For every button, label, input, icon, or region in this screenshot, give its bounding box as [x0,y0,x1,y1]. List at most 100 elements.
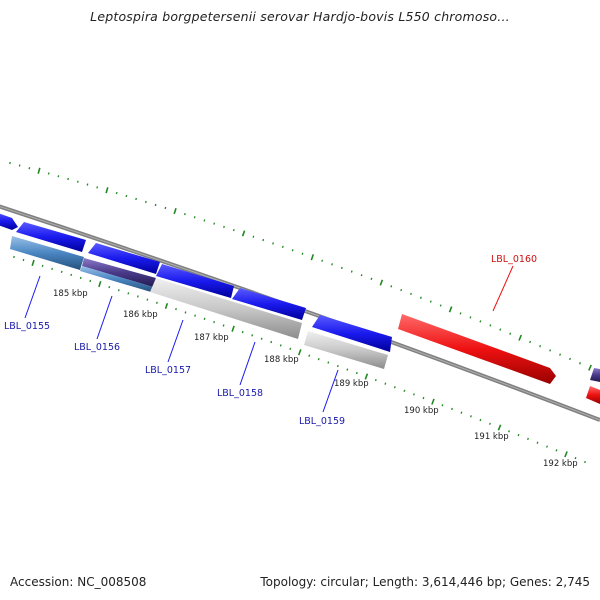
minor-tick [539,344,542,348]
minor-tick [222,324,225,327]
gene-arrow-lbl-0155[interactable] [16,222,86,252]
minor-tick [9,161,11,165]
gene-bar-steel-1[interactable] [10,236,84,270]
minor-tick [203,219,206,222]
minor-tick [489,324,492,327]
kbp-label: 186 kbp [123,310,158,320]
major-tick [37,167,41,174]
minor-tick [400,288,403,292]
gene-arrow-lbl-0156[interactable] [88,243,160,274]
accession-text: Accession: NC_008508 [10,575,147,589]
gene-arrow-edge-red[interactable] [586,386,600,404]
minor-tick [125,194,128,198]
gene-arrow-lbl-0158[interactable] [232,288,306,320]
minor-tick [393,386,396,389]
gene-bar-purple[interactable] [82,258,156,287]
label-leader-lines [24,265,514,413]
gene-arrow-lbl-0154[interactable] [0,212,18,230]
gene-arrow-lbl-0160[interactable] [398,314,556,384]
gene-bar-steel-2[interactable] [80,266,153,292]
gene-label-lbl-0155[interactable]: LBL_0155 [4,321,50,332]
minor-tick [223,225,225,228]
minor-tick [154,203,157,207]
gene-label-lbl-0156[interactable]: LBL_0156 [74,342,120,353]
minor-tick [28,167,31,170]
gene-label-lbl-0159[interactable]: LBL_0159 [299,416,345,427]
minor-tick [86,183,89,186]
minor-tick [360,274,363,277]
minor-tick [439,304,442,307]
minor-tick [193,216,196,219]
gene-bar-grey-2[interactable] [304,331,388,369]
minor-tick [89,279,92,283]
minor-tick [441,404,444,407]
gene-arrow-edge-purple[interactable] [590,368,600,382]
gene-label-lbl-0160[interactable]: LBL_0160 [491,254,537,265]
minor-tick [22,258,25,262]
minor-tick [527,437,529,441]
minor-tick [450,407,453,411]
gene-arrow-lbl-0159[interactable] [312,315,392,352]
minor-tick [549,349,552,352]
minor-tick [76,180,79,183]
minor-tick [70,273,73,276]
minor-tick [281,245,284,249]
kbp-label: 189 kbp [334,379,369,389]
inner-tick-ring [13,255,586,464]
minor-tick [60,270,63,273]
gene-arrow-lbl-0157[interactable] [156,264,234,298]
gene-label-lbl-0158[interactable]: LBL_0158 [217,388,263,399]
gene-label-lbl-0157[interactable]: LBL_0157 [145,365,191,376]
minor-tick [584,460,586,464]
minor-tick [262,238,265,242]
gene-bar-grey-1[interactable] [150,278,302,339]
minor-tick [460,411,463,414]
minor-tick [422,396,425,400]
minor-tick [291,249,294,252]
minor-tick [327,361,330,364]
minor-tick [499,328,502,331]
major-tick [31,259,35,267]
major-tick [364,373,369,380]
minor-tick [136,295,139,298]
minor-tick [260,337,263,340]
minor-tick [183,213,186,216]
minor-tick [555,449,558,452]
minor-tick [340,266,343,270]
minor-tick [579,362,581,365]
minor-tick [384,382,387,385]
major-tick [431,398,435,405]
minor-tick [241,330,244,334]
minor-tick [108,286,111,289]
major-tick [164,302,169,310]
minor-tick [355,371,358,375]
kbp-label: 192 kbp [543,459,578,469]
minor-tick [279,344,282,347]
minor-tick [47,172,50,175]
minor-tick [213,222,216,225]
minor-tick [331,263,334,266]
kbp-label: 185 kbp [53,289,88,299]
minor-tick [403,389,406,392]
minor-tick [135,197,138,201]
major-tick [241,230,246,237]
minor-tick [509,332,512,335]
minor-tick [164,206,167,210]
minor-tick [390,285,393,288]
minor-tick [536,441,539,444]
minor-tick [517,433,520,437]
minor-tick [13,255,15,259]
minor-tick [419,296,422,299]
minor-tick [508,430,510,433]
major-tick [98,280,102,288]
minor-tick [18,164,21,167]
gene-labels: LBL_0155 LBL_0156 LBL_0157 LBL_0158 LBL_… [4,254,537,427]
minor-tick [412,393,415,396]
major-tick [297,349,302,356]
minor-tick [51,267,54,270]
minor-tick [479,320,482,323]
minor-tick [301,252,304,255]
minor-tick [252,235,255,238]
minor-tick [374,378,377,382]
